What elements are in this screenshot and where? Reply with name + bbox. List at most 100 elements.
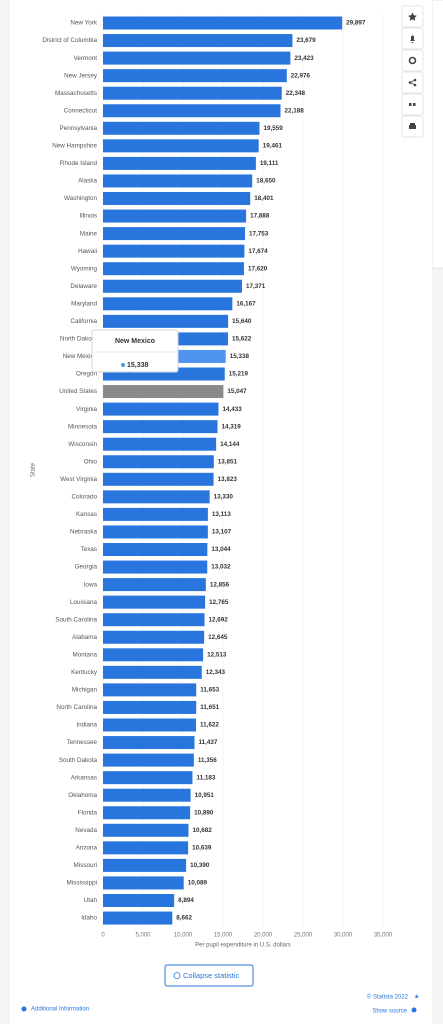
y-tick-label: Alaska (78, 178, 97, 185)
x-tick-label: 25,000 (294, 933, 313, 939)
collapse-label: Collapse statistic (183, 971, 240, 980)
bar (103, 244, 245, 258)
bar (103, 192, 251, 205)
value-label: 14,144 (220, 441, 240, 448)
collapse-button[interactable] (164, 964, 254, 987)
y-tick-label: Nevada (75, 827, 97, 834)
bar (103, 297, 233, 311)
cite-button[interactable] (401, 93, 424, 116)
y-tick-label: Massachusetts (55, 90, 97, 97)
bar (103, 560, 208, 574)
bar (103, 648, 204, 662)
y-tick-label: South Carolina (55, 616, 97, 623)
y-tick-label: Louisiana (70, 599, 97, 606)
value-label: 18,650 (256, 178, 276, 185)
show-source[interactable]: Show source (372, 1009, 407, 1015)
bar (103, 437, 217, 451)
bar (103, 736, 195, 750)
y-tick-label: Washington (64, 195, 98, 202)
y-tick-label: Rhode Island (60, 160, 98, 167)
y-tick-label: Kentucky (71, 669, 98, 676)
y-axis-title: State (31, 462, 37, 477)
value-label: 15,219 (229, 371, 249, 378)
settings-button[interactable] (401, 49, 424, 72)
bar (103, 402, 219, 416)
value-label: 8,894 (178, 897, 194, 904)
bar (103, 841, 189, 855)
share-button[interactable] (401, 71, 424, 94)
y-tick-label: Florida (78, 809, 98, 816)
bar (103, 16, 343, 30)
x-tick-label: 20,000 (254, 933, 273, 939)
bar (103, 156, 256, 170)
y-tick-label: Tennessee (67, 739, 98, 746)
y-tick-label: Colorado (71, 494, 97, 501)
bar (103, 525, 208, 539)
bar (103, 630, 205, 644)
bar (103, 683, 197, 697)
y-tick-label: Delaware (70, 283, 97, 290)
value-label: 17,753 (249, 230, 269, 237)
bar (103, 507, 208, 521)
y-tick-label: Connecticut (64, 107, 98, 114)
y-tick-label: New York (70, 20, 97, 27)
value-label: 15,622 (232, 336, 252, 343)
value-label: 17,674 (248, 248, 268, 255)
bar (103, 227, 246, 241)
y-tick-label: North Carolina (56, 704, 97, 711)
bar (103, 490, 210, 504)
bar (103, 894, 175, 907)
bar (103, 121, 260, 135)
y-tick-label: Michigan (72, 687, 98, 694)
y-tick-label: North Dakota (60, 336, 98, 343)
value-label: 10,890 (194, 809, 214, 816)
y-tick-label: New Jersey (64, 72, 98, 79)
tooltip: New Mexico 15,338 (91, 329, 179, 373)
value-label: 17,888 (250, 213, 270, 220)
bar (103, 385, 224, 399)
value-label: 10,390 (190, 862, 210, 869)
bar (103, 578, 206, 592)
gear-icon (408, 56, 417, 65)
y-tick-label: Maine (80, 230, 98, 237)
bar (103, 595, 206, 609)
bar (103, 823, 189, 837)
y-tick-label: Illinois (80, 213, 98, 220)
bar (103, 209, 247, 223)
x-tick-label: 0 (101, 933, 105, 939)
y-tick-label: Arkansas (71, 774, 97, 781)
tooltip-title: New Mexico (115, 338, 155, 345)
y-tick-label: Iowa (84, 581, 98, 588)
bar (103, 455, 214, 469)
value-label: 10,639 (192, 845, 212, 852)
bar (103, 279, 242, 293)
value-label: 13,330 (214, 494, 234, 501)
y-tick-label: West Virginia (60, 476, 97, 483)
x-tick-label: 5,000 (135, 933, 151, 939)
copyright-icon: ★ (414, 994, 419, 1001)
bar (103, 51, 291, 65)
y-tick-label: Kansas (76, 511, 97, 518)
print-icon (409, 123, 416, 129)
bar (103, 788, 191, 802)
x-tick-label: 35,000 (374, 933, 393, 939)
y-tick-label: Wisconsin (68, 441, 97, 448)
y-tick-label: California (70, 318, 97, 325)
y-tick-label: Arizona (76, 845, 98, 852)
value-label: 14,319 (222, 423, 242, 430)
additional-info[interactable]: Additional Information (31, 1007, 89, 1013)
y-tick-label: Alabama (72, 634, 97, 641)
value-label: 11,437 (198, 739, 217, 746)
copyright[interactable]: © Statista 2022 (367, 994, 409, 1001)
bar (103, 139, 259, 153)
y-tick-label: Hawaii (78, 248, 97, 255)
value-label: 22,976 (291, 72, 311, 79)
bar (103, 69, 287, 83)
y-tick-label: Minnesota (68, 423, 98, 430)
y-tick-label: Virginia (76, 406, 97, 413)
bar (103, 262, 244, 276)
y-tick-label: South Dakota (59, 757, 98, 764)
bar (103, 174, 253, 188)
